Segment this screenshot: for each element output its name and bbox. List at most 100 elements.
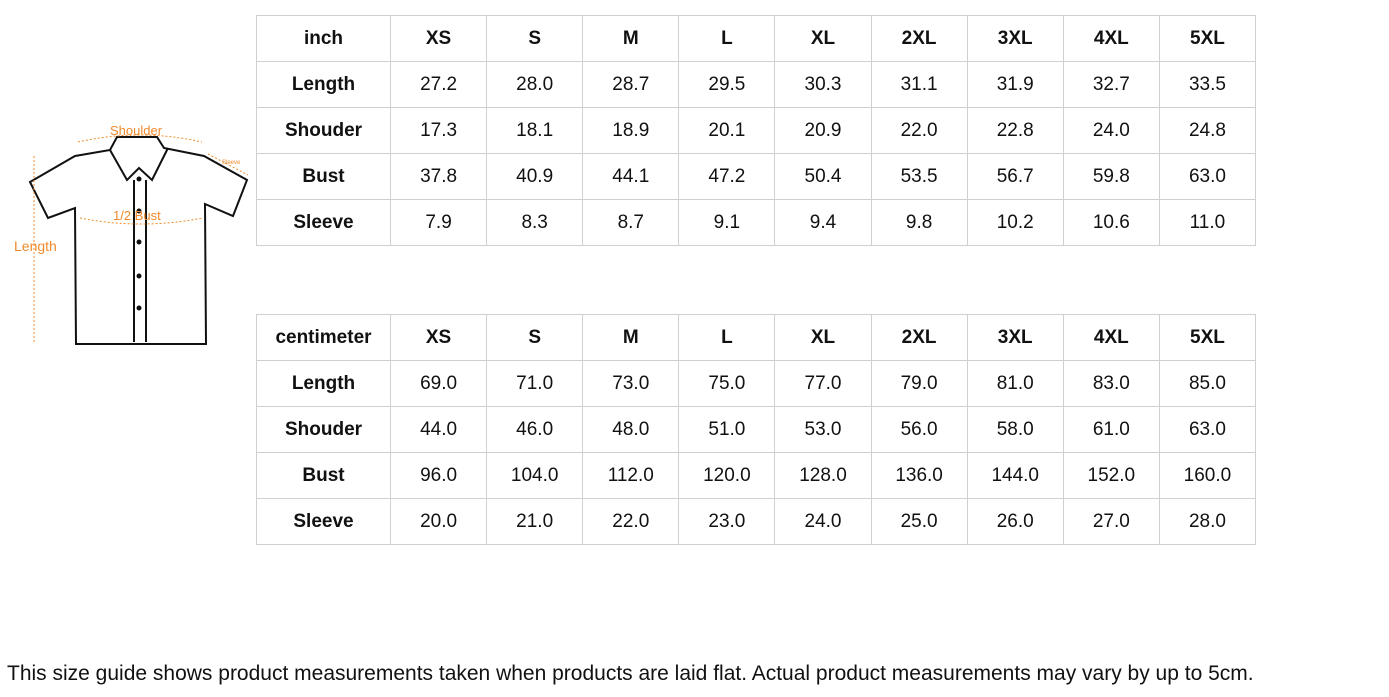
measurement-cell: 8.3	[486, 199, 584, 246]
measurement-cell: 56.7	[966, 153, 1064, 200]
measurement-cell: 48.0	[582, 406, 680, 453]
measurement-cell: 120.0	[678, 452, 776, 499]
measurement-cell: 33.5	[1158, 61, 1257, 108]
length-label: Length	[14, 238, 57, 254]
size-header: XL	[774, 314, 872, 361]
bust-label: 1/2 Bust	[113, 208, 161, 223]
measurement-cell: 37.8	[389, 153, 488, 200]
row-label: Bust	[256, 452, 391, 499]
measurement-cell: 30.3	[774, 61, 872, 108]
measurement-cell: 75.0	[678, 360, 776, 407]
table-row: Length 69.0 71.0 73.0 75.0 77.0 79.0 81.0 83.0 85…	[256, 360, 1257, 407]
shirt-measurement-diagram: Shoulder Sleeve 1/2 Bust Length	[14, 123, 249, 345]
size-header: S	[486, 314, 584, 361]
measurement-cell: 73.0	[582, 360, 680, 407]
size-header: XL	[774, 15, 872, 62]
measurement-cell: 9.4	[774, 199, 872, 246]
measurement-cell: 152.0	[1062, 452, 1160, 499]
measurement-cell: 27.2	[389, 61, 488, 108]
measurement-cell: 22.0	[582, 498, 680, 545]
measurement-cell: 53.5	[870, 153, 968, 200]
measurement-cell: 26.0	[966, 498, 1064, 545]
measurement-cell: 50.4	[774, 153, 872, 200]
measurement-cell: 24.0	[1062, 107, 1160, 154]
measurement-cell: 28.0	[1158, 498, 1257, 545]
measurement-cell: 18.9	[582, 107, 680, 154]
measurement-cell: 40.9	[486, 153, 584, 200]
measurement-cell: 47.2	[678, 153, 776, 200]
size-header: XS	[389, 314, 488, 361]
size-header: 3XL	[966, 15, 1064, 62]
measurement-cell: 96.0	[389, 452, 488, 499]
table-row: Bust 96.0 104.0 112.0 120.0 128.0 136.0 144.0 15…	[256, 452, 1257, 499]
row-label: Length	[256, 360, 391, 407]
row-label: Length	[256, 61, 391, 108]
size-header: 4XL	[1062, 15, 1160, 62]
table-row: Sleeve 7.9 8.3 8.7 9.1 9.4 9.8 10.2 10.6 11.0	[256, 199, 1257, 246]
unit-header: inch	[256, 15, 391, 62]
measurement-cell: 59.8	[1062, 153, 1160, 200]
measurement-cell: 17.3	[389, 107, 488, 154]
measurement-cell: 69.0	[389, 360, 488, 407]
measurement-cell: 27.0	[1062, 498, 1160, 545]
measurement-cell: 58.0	[966, 406, 1064, 453]
shoulder-label: Shoulder	[110, 123, 163, 138]
table-header-row: inch XS S M L XL 2XL 3XL 4XL 5XL	[256, 15, 1257, 62]
measurement-cell: 63.0	[1158, 406, 1257, 453]
measurement-cell: 44.1	[582, 153, 680, 200]
measurement-cell: 83.0	[1062, 360, 1160, 407]
measurement-cell: 9.8	[870, 199, 968, 246]
measurement-cell: 18.1	[486, 107, 584, 154]
measurement-cell: 21.0	[486, 498, 584, 545]
size-header: L	[678, 314, 776, 361]
measurement-cell: 29.5	[678, 61, 776, 108]
measurement-cell: 9.1	[678, 199, 776, 246]
size-header: 3XL	[966, 314, 1064, 361]
measurement-cell: 53.0	[774, 406, 872, 453]
table-header-row: centimeter XS S M L XL 2XL 3XL 4XL 5XL	[256, 314, 1257, 361]
table-row: Bust 37.8 40.9 44.1 47.2 50.4 53.5 56.7 59.8 63.0	[256, 153, 1257, 200]
row-label: Bust	[256, 153, 391, 200]
size-header: S	[486, 15, 584, 62]
size-header: 5XL	[1158, 15, 1257, 62]
row-label: Shouder	[256, 406, 391, 453]
measurement-cell: 31.9	[966, 61, 1064, 108]
measurement-cell: 44.0	[389, 406, 488, 453]
measurement-cell: 144.0	[966, 452, 1064, 499]
measurement-cell: 10.2	[966, 199, 1064, 246]
measurement-cell: 79.0	[870, 360, 968, 407]
sleeve-label: Sleeve	[222, 160, 241, 166]
measurement-cell: 63.0	[1158, 153, 1257, 200]
measurement-cell: 56.0	[870, 406, 968, 453]
size-header: M	[582, 314, 680, 361]
measurement-cell: 81.0	[966, 360, 1064, 407]
measurement-cell: 128.0	[774, 452, 872, 499]
measurement-cell: 24.8	[1158, 107, 1257, 154]
table-row: Sleeve 20.0 21.0 22.0 23.0 24.0 25.0 26.0 27.0 28…	[256, 498, 1257, 545]
measurement-cell: 77.0	[774, 360, 872, 407]
size-header: 5XL	[1158, 314, 1257, 361]
measurement-cell: 10.6	[1062, 199, 1160, 246]
row-label: Sleeve	[256, 498, 391, 545]
measurement-cell: 20.0	[389, 498, 488, 545]
measurement-cell: 46.0	[486, 406, 584, 453]
size-header: 2XL	[870, 314, 968, 361]
row-label: Sleeve	[256, 199, 391, 246]
measurement-cell: 61.0	[1062, 406, 1160, 453]
size-header: M	[582, 15, 680, 62]
measurement-cell: 32.7	[1062, 61, 1160, 108]
measurement-cell: 112.0	[582, 452, 680, 499]
measurement-cell: 11.0	[1158, 199, 1257, 246]
measurement-cell: 31.1	[870, 61, 968, 108]
table-row: Length 27.2 28.0 28.7 29.5 30.3 31.1 31.9 32.7 33…	[256, 61, 1257, 108]
table-row: Shouder 17.3 18.1 18.9 20.1 20.9 22.0 22.8 24.0 2…	[256, 107, 1257, 154]
measurement-cell: 104.0	[486, 452, 584, 499]
measurement-cell: 28.0	[486, 61, 584, 108]
measurement-cell: 22.0	[870, 107, 968, 154]
measurement-cell: 7.9	[389, 199, 488, 246]
measurement-cell: 23.0	[678, 498, 776, 545]
size-header: 2XL	[870, 15, 968, 62]
size-guide-note: This size guide shows product measuremen…	[7, 662, 1254, 685]
measurement-cell: 160.0	[1158, 452, 1257, 499]
shirt-outline-icon	[28, 136, 249, 345]
